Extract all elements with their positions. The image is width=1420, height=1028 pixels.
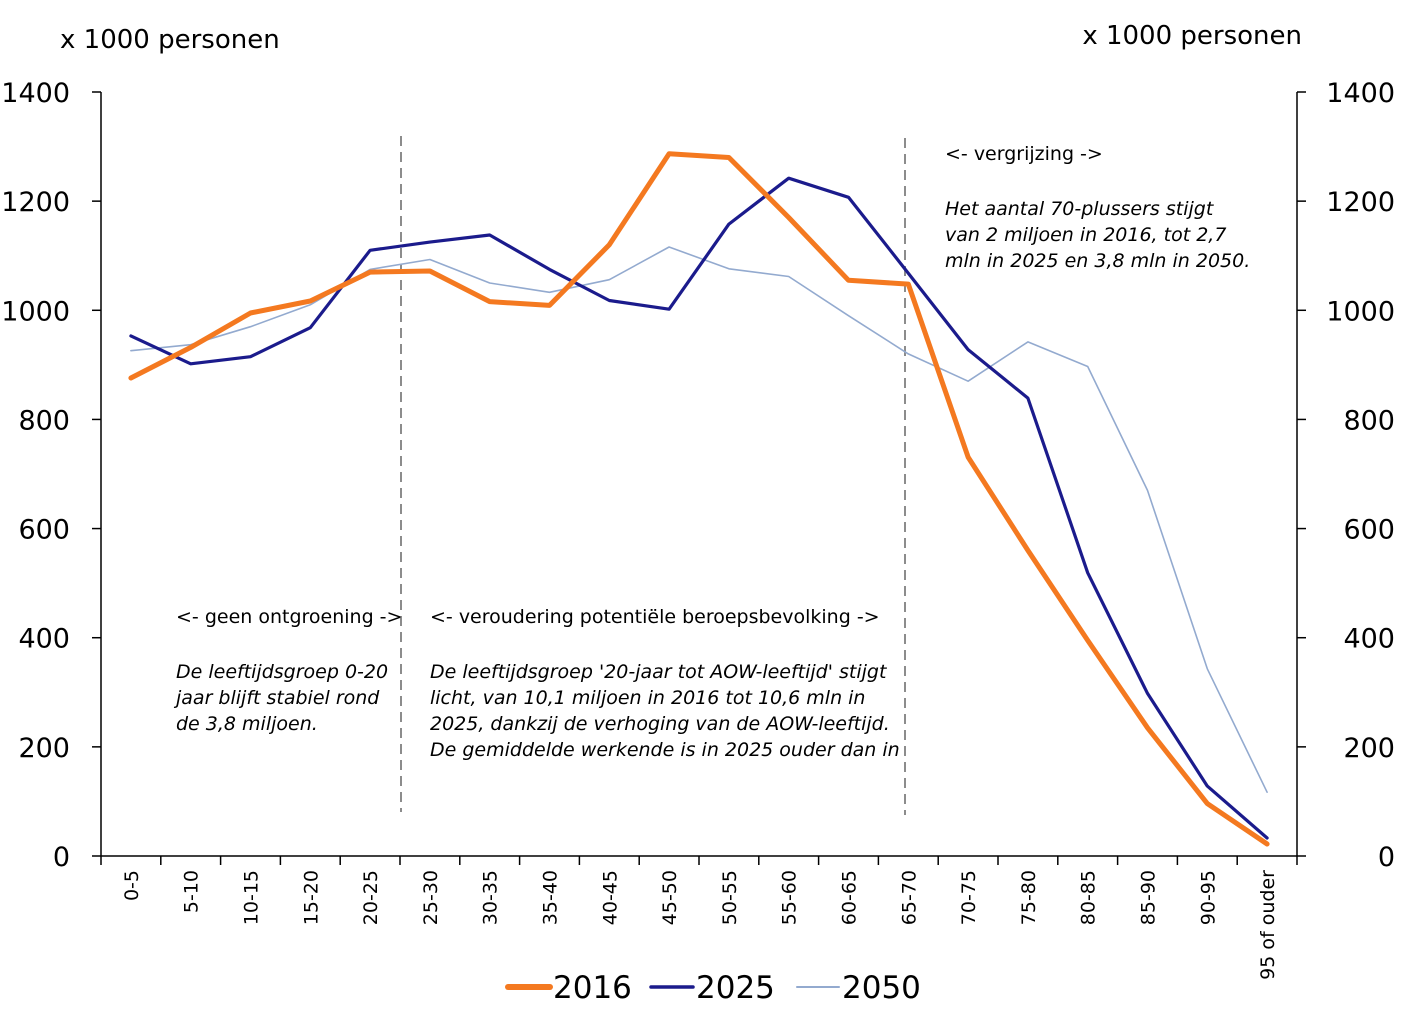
x-tick-label: 75-80 <box>1018 870 1040 925</box>
x-tick-label: 20-25 <box>360 870 382 925</box>
annotation-heading: <- geen ontgroening -> <box>176 606 402 628</box>
series-lines <box>128 151 1270 847</box>
x-tick-label: 35-40 <box>540 870 562 925</box>
left-y-tick-label: 400 <box>18 624 70 655</box>
x-tick-label: 5-10 <box>181 870 203 913</box>
right-y-tick-label: 1000 <box>1326 296 1395 327</box>
annotation-text: 2025, dankzij de verhoging van de AOW-le… <box>430 713 890 735</box>
right-y-tick-label: 1400 <box>1326 78 1395 109</box>
legend: 2016 2025 2050 <box>505 970 921 1006</box>
annotation-text: van 2 miljoen in 2016, tot 2,7 <box>945 224 1226 246</box>
x-tick-label: 60-65 <box>839 870 861 925</box>
series-line-2016 <box>128 151 1270 847</box>
x-tick-label: 40-45 <box>599 870 621 925</box>
annotation-text: De leeftijdsgroep '20-jaar tot AOW-leeft… <box>430 661 888 683</box>
legend-label-2050: 2050 <box>842 970 921 1006</box>
annotation-text: De leeftijdsgroep 0-20 <box>176 661 388 683</box>
right-y-tick-label: 0 <box>1378 842 1395 873</box>
right-y-tick-label: 400 <box>1343 624 1395 655</box>
left-y-tick-label: 200 <box>18 733 70 764</box>
annotations: <- geen ontgroening -> De leeftijdsgroep … <box>173 143 1250 761</box>
right-y-tick-label: 600 <box>1343 515 1395 546</box>
x-tick-label: 25-30 <box>420 870 442 925</box>
x-tick-label: 15-20 <box>300 870 322 925</box>
annotation-text: jaar blijft stabiel rond <box>173 687 380 709</box>
annotation-text: licht, van 10,1 miljoen in 2016 tot 10,6… <box>430 687 865 709</box>
axes: 0 0 200 200 400 400 600 600 800 800 1000 1000 1200 12… <box>1 21 1395 980</box>
annotation-text: De gemiddelde werkende is in 2025 ouder … <box>430 739 900 761</box>
x-tick-label: 65-70 <box>898 870 920 925</box>
x-tick-label: 50-55 <box>719 870 741 925</box>
right-axis-unit-label: x 1000 personen <box>1082 21 1302 51</box>
x-tick-label: 85-90 <box>1138 870 1160 925</box>
series-line-2025 <box>129 176 1269 840</box>
x-tick-label: 45-50 <box>659 870 681 925</box>
annotation-text: de 3,8 miljoen. <box>176 713 318 735</box>
series-line-2050 <box>130 246 1268 794</box>
x-tick-label: 80-85 <box>1078 870 1100 925</box>
annotation-heading: <- vergrijzing -> <box>945 143 1103 165</box>
x-tick-label: 90-95 <box>1197 870 1219 925</box>
left-y-tick-label: 0 <box>53 842 70 873</box>
right-y-tick-label: 1200 <box>1326 187 1395 218</box>
left-axis-unit-label: x 1000 personen <box>60 25 280 55</box>
x-tick-label: 70-75 <box>958 870 980 925</box>
x-tick-label: 55-60 <box>779 870 801 925</box>
x-tick-label: 10-15 <box>241 870 263 925</box>
x-tick-label: 95 of ouder <box>1257 870 1279 980</box>
section-dividers <box>400 136 906 815</box>
annotation-text: Het aantal 70-plussers stijgt <box>945 198 1215 220</box>
annotation-text: mln in 2025 en 3,8 mln in 2050. <box>945 250 1250 272</box>
legend-label-2025: 2025 <box>696 970 775 1006</box>
left-y-tick-label: 1400 <box>1 78 70 109</box>
left-y-tick-label: 800 <box>18 405 70 436</box>
left-y-tick-label: 1000 <box>1 296 70 327</box>
right-y-tick-label: 800 <box>1343 405 1395 436</box>
legend-label-2016: 2016 <box>553 970 632 1006</box>
left-y-tick-label: 600 <box>18 515 70 546</box>
left-y-tick-label: 1200 <box>1 187 70 218</box>
x-tick-label: 30-35 <box>480 870 502 925</box>
right-y-tick-label: 200 <box>1343 733 1395 764</box>
x-tick-label: 0-5 <box>121 870 143 901</box>
annotation-heading: <- veroudering potentiële beroepsbevolki… <box>430 606 880 628</box>
